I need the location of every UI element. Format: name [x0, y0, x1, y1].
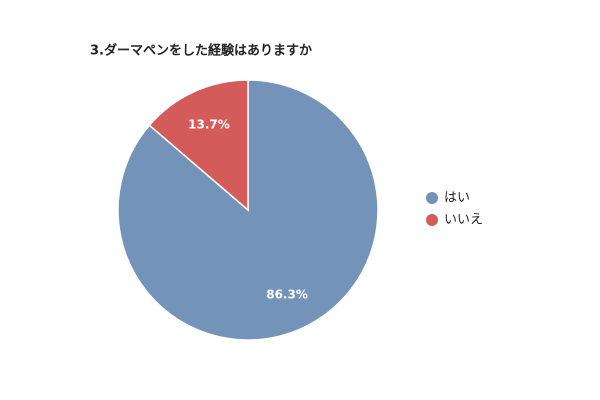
data-label: 13.7%: [188, 117, 230, 131]
legend-label: いいえ: [444, 213, 483, 228]
legend-label: はい: [444, 191, 470, 206]
pie-slice: [148, 79, 249, 212]
legend-marker: [426, 214, 438, 226]
chart-title: 3.ダーマペンをした経験はありますか: [90, 43, 312, 59]
legend-marker: [426, 192, 438, 204]
data-label: 86.3%: [266, 288, 308, 302]
pie-slice: [117, 79, 379, 341]
